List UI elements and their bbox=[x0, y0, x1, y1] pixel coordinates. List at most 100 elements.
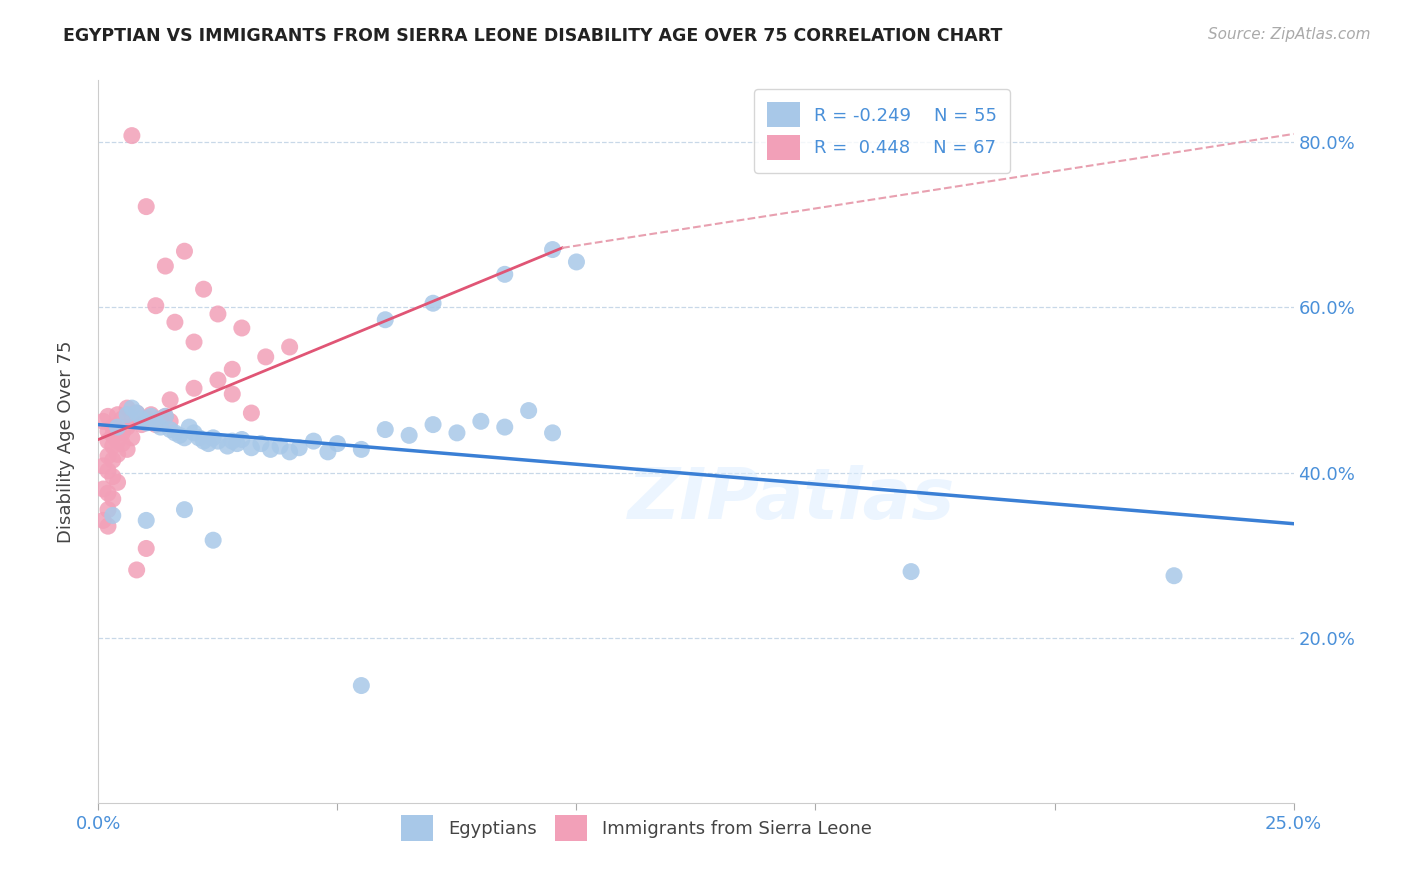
Point bbox=[193, 282, 215, 296]
Point bbox=[179, 420, 201, 434]
Point bbox=[422, 417, 444, 432]
Point bbox=[254, 350, 277, 364]
Point bbox=[97, 502, 120, 516]
Point bbox=[125, 563, 148, 577]
Y-axis label: Disability Age Over 75: Disability Age Over 75 bbox=[56, 340, 75, 543]
Point bbox=[173, 502, 195, 516]
Point bbox=[240, 406, 263, 420]
Point bbox=[173, 431, 195, 445]
Point bbox=[159, 414, 181, 428]
Point bbox=[111, 412, 134, 426]
Point bbox=[107, 423, 129, 437]
Point bbox=[121, 401, 143, 416]
Point bbox=[278, 340, 301, 354]
Point bbox=[155, 409, 177, 424]
Point bbox=[446, 425, 468, 440]
Point bbox=[101, 428, 124, 442]
Point bbox=[202, 431, 225, 445]
Point bbox=[97, 519, 120, 533]
Point bbox=[202, 533, 225, 548]
Point bbox=[115, 420, 138, 434]
Point bbox=[91, 414, 114, 428]
Point bbox=[101, 469, 124, 483]
Point bbox=[269, 439, 291, 453]
Point bbox=[316, 445, 339, 459]
Point bbox=[135, 541, 157, 556]
Point bbox=[97, 464, 120, 478]
Point bbox=[97, 409, 120, 424]
Point bbox=[145, 299, 167, 313]
Point bbox=[101, 439, 124, 453]
Point bbox=[149, 412, 172, 426]
Point bbox=[101, 453, 124, 467]
Point bbox=[101, 491, 124, 506]
Point bbox=[350, 679, 373, 693]
Point bbox=[149, 420, 172, 434]
Point bbox=[250, 436, 273, 450]
Point bbox=[115, 401, 138, 416]
Point bbox=[125, 406, 148, 420]
Point bbox=[139, 409, 162, 424]
Point bbox=[278, 445, 301, 459]
Point bbox=[115, 442, 138, 457]
Point bbox=[183, 425, 205, 440]
Point bbox=[197, 436, 219, 450]
Point bbox=[374, 312, 396, 326]
Point bbox=[131, 417, 153, 432]
Text: ZIPatlas: ZIPatlas bbox=[628, 465, 955, 533]
Point bbox=[97, 424, 120, 438]
Point bbox=[107, 475, 129, 490]
Point bbox=[221, 434, 243, 449]
Point bbox=[398, 428, 420, 442]
Point bbox=[900, 565, 922, 579]
Point bbox=[145, 417, 167, 432]
Point bbox=[1163, 568, 1185, 582]
Point bbox=[494, 420, 516, 434]
Point bbox=[541, 243, 564, 257]
Point bbox=[470, 414, 492, 428]
Point bbox=[207, 434, 229, 449]
Point bbox=[374, 423, 396, 437]
Point bbox=[207, 307, 229, 321]
Point bbox=[155, 259, 177, 273]
Point bbox=[107, 434, 129, 449]
Point bbox=[422, 296, 444, 310]
Point bbox=[91, 482, 114, 496]
Point bbox=[107, 447, 129, 461]
Point bbox=[107, 420, 129, 434]
Point bbox=[187, 431, 209, 445]
Point bbox=[541, 425, 564, 440]
Point bbox=[207, 373, 229, 387]
Point bbox=[159, 392, 181, 407]
Point bbox=[121, 128, 143, 143]
Point bbox=[111, 436, 134, 450]
Point bbox=[350, 442, 373, 457]
Point bbox=[231, 321, 253, 335]
Point bbox=[169, 428, 191, 442]
Point bbox=[226, 436, 249, 450]
Point bbox=[326, 436, 349, 450]
Point bbox=[131, 412, 153, 426]
Point bbox=[145, 414, 167, 428]
Point bbox=[135, 513, 157, 527]
Point bbox=[517, 403, 540, 417]
Point bbox=[221, 362, 243, 376]
Point bbox=[259, 442, 281, 457]
Legend: Egyptians, Immigrants from Sierra Leone: Egyptians, Immigrants from Sierra Leone bbox=[394, 808, 879, 848]
Point bbox=[121, 414, 143, 428]
Point bbox=[565, 255, 588, 269]
Point bbox=[183, 381, 205, 395]
Point bbox=[107, 408, 129, 422]
Point bbox=[163, 425, 186, 440]
Point bbox=[111, 425, 134, 440]
Text: EGYPTIAN VS IMMIGRANTS FROM SIERRA LEONE DISABILITY AGE OVER 75 CORRELATION CHAR: EGYPTIAN VS IMMIGRANTS FROM SIERRA LEONE… bbox=[63, 27, 1002, 45]
Point bbox=[101, 508, 124, 523]
Point bbox=[97, 434, 120, 449]
Point bbox=[173, 244, 195, 259]
Point bbox=[91, 513, 114, 527]
Point bbox=[135, 416, 157, 430]
Point bbox=[302, 434, 325, 449]
Point bbox=[135, 200, 157, 214]
Point bbox=[125, 406, 148, 420]
Point bbox=[101, 420, 124, 434]
